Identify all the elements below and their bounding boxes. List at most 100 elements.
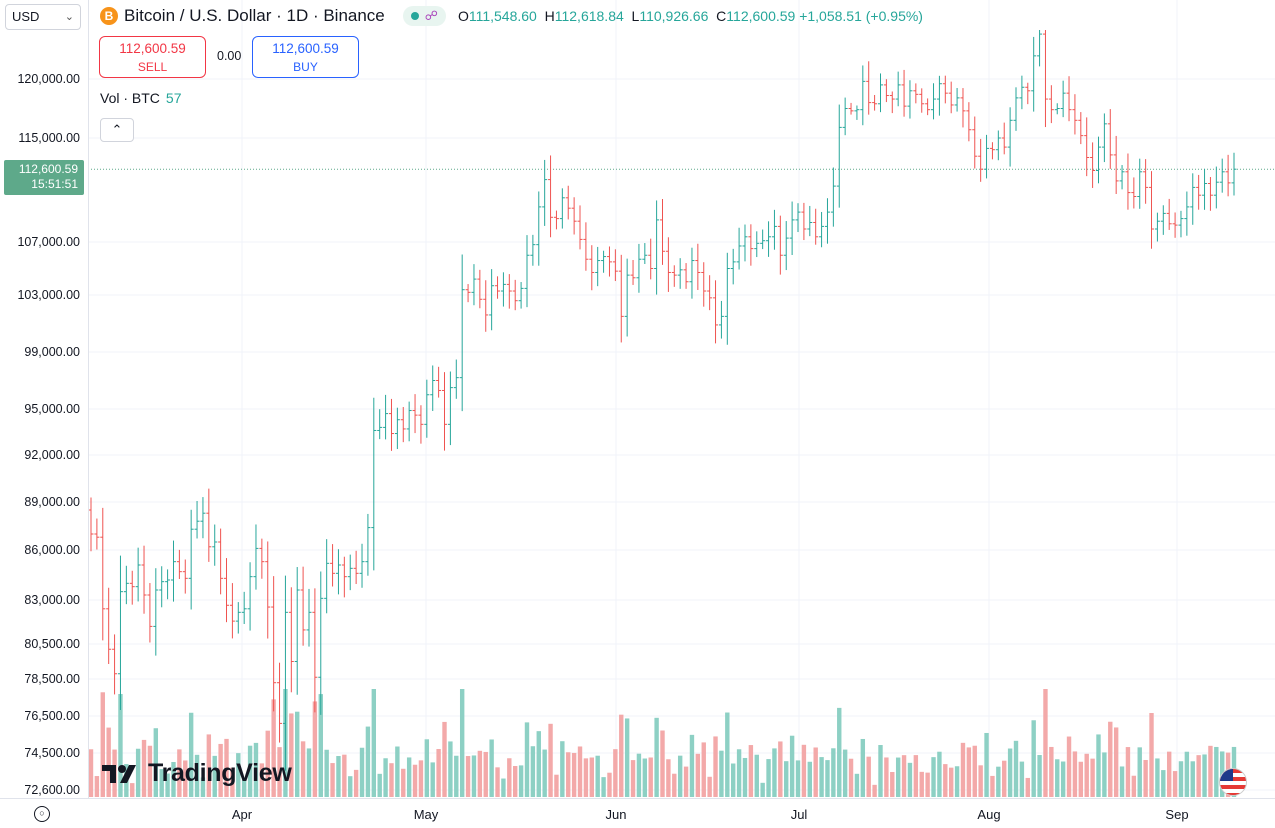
buy-button[interactable]: 112,600.59 BUY [252, 36, 359, 78]
tradingview-watermark[interactable]: TradingView [102, 759, 292, 788]
volume-bar [1131, 775, 1137, 797]
volume-bar [247, 745, 253, 797]
ohlc-bar [883, 79, 889, 103]
volume-bar [454, 755, 459, 797]
ohlc-bar [612, 249, 618, 282]
symbol-title[interactable]: Bitcoin / U.S. Dollar · 1D · Binance [124, 6, 385, 25]
sell-button[interactable]: 112,600.59 SELL [99, 36, 206, 78]
volume-bar [1060, 761, 1066, 797]
ohlc-bar [159, 566, 165, 608]
ohlc-bar [530, 234, 536, 266]
volume-label: Vol · BTC [100, 90, 160, 106]
us-flag-icon[interactable] [1219, 768, 1247, 796]
volume-bar [489, 739, 494, 797]
ohlc-bar [813, 208, 819, 245]
ohlc-bar [942, 75, 948, 104]
volume-bar [831, 748, 836, 797]
ohlc-bar [1184, 191, 1190, 236]
volume-bar [477, 750, 483, 797]
volume-bar [383, 758, 388, 797]
ohlc-bar [1037, 30, 1043, 67]
ohlc-bar [736, 227, 742, 270]
volume-bar [1214, 746, 1219, 797]
ohlc-bar [500, 272, 506, 307]
volume-bar [801, 744, 807, 797]
volume-bar [837, 707, 842, 797]
volume-bar [236, 753, 241, 797]
volume-bar [577, 746, 583, 797]
volume-bar [937, 751, 942, 797]
volume-legend[interactable]: Vol · BTC 57 [100, 90, 181, 106]
ohlc-bar [989, 142, 995, 160]
ohlc-bar [1001, 122, 1007, 155]
ohlc-bar [442, 372, 448, 451]
ohlc-bar [966, 102, 972, 142]
ohlc-bar [689, 247, 695, 299]
ohlc-bar [1095, 136, 1101, 184]
ohlc-bar [866, 61, 872, 115]
chart-grid [88, 0, 1275, 798]
ohlc-bar [542, 159, 548, 226]
market-status-pill[interactable]: ☍ [402, 6, 446, 26]
ohlc-bar [1042, 30, 1048, 128]
volume-bar [701, 742, 706, 797]
volume-bar [566, 752, 571, 797]
sell-price: 112,600.59 [119, 41, 186, 56]
ohlc-bar [265, 541, 271, 639]
volume-bar [742, 757, 748, 797]
ohlc-bar [1166, 198, 1172, 230]
volume-bar [1119, 766, 1125, 797]
currency-select[interactable]: USD ⌄ [5, 4, 81, 30]
volume-bar [677, 755, 683, 797]
ohlc-bar [94, 518, 100, 550]
ohlc-bars [88, 30, 1237, 771]
ohlc-bar [854, 105, 860, 120]
volume-bar [1113, 727, 1119, 797]
ohlc-bar [206, 488, 212, 562]
ohlc-bar [1160, 205, 1166, 235]
watermark-text: TradingView [148, 759, 292, 787]
volume-bar [984, 732, 989, 797]
volume-bar [1013, 740, 1019, 797]
volume-bar [507, 758, 512, 797]
volume-bar [194, 754, 200, 797]
time-axis[interactable]: Apr May Jun Jul Aug Sep [0, 798, 1275, 828]
volume-bar [395, 746, 400, 797]
volume-bar [100, 692, 105, 797]
volume-bar [177, 749, 182, 797]
chart-settings-icon[interactable]: ○ [34, 806, 50, 822]
volume-bar [848, 758, 854, 797]
ohlc-bar [760, 229, 766, 250]
ohlc-bar [724, 252, 730, 345]
ohlc-bar [512, 279, 518, 311]
ohlc-bar [995, 130, 1001, 161]
ohlc-bar [577, 205, 583, 250]
volume-bar [277, 747, 282, 797]
volume-bar [442, 721, 447, 797]
ohlc-bar [524, 235, 530, 308]
volume-bar [165, 773, 170, 797]
volume-bar [784, 761, 789, 797]
ohlc-bar [188, 509, 194, 610]
ohlc-bar [718, 300, 724, 339]
ohlc-bar [589, 245, 595, 291]
time-tick-label: Jun [605, 807, 627, 822]
collapse-legend-button[interactable]: ⌃ [100, 118, 134, 142]
ohlc-bar [748, 224, 754, 266]
volume-value: 57 [165, 90, 182, 106]
ohlc-bar [347, 554, 353, 591]
volume-bar [448, 741, 453, 797]
volume-bar [295, 711, 300, 797]
volume-bar [666, 759, 671, 797]
ohlc-bar [471, 264, 477, 306]
ohlc-bar [536, 191, 542, 266]
ohlc-bar [548, 155, 554, 238]
ohlc-bar [224, 558, 230, 623]
price-tick-label: 80,500.00 [24, 637, 80, 651]
ohlc-bar [253, 524, 259, 590]
price-axis[interactable]: 120,000.00 115,000.00 107,000.00 103,000.00… [0, 0, 89, 827]
volume-bar [731, 763, 736, 797]
ohlc-bar [430, 365, 436, 411]
ohlc-bar [406, 401, 412, 442]
